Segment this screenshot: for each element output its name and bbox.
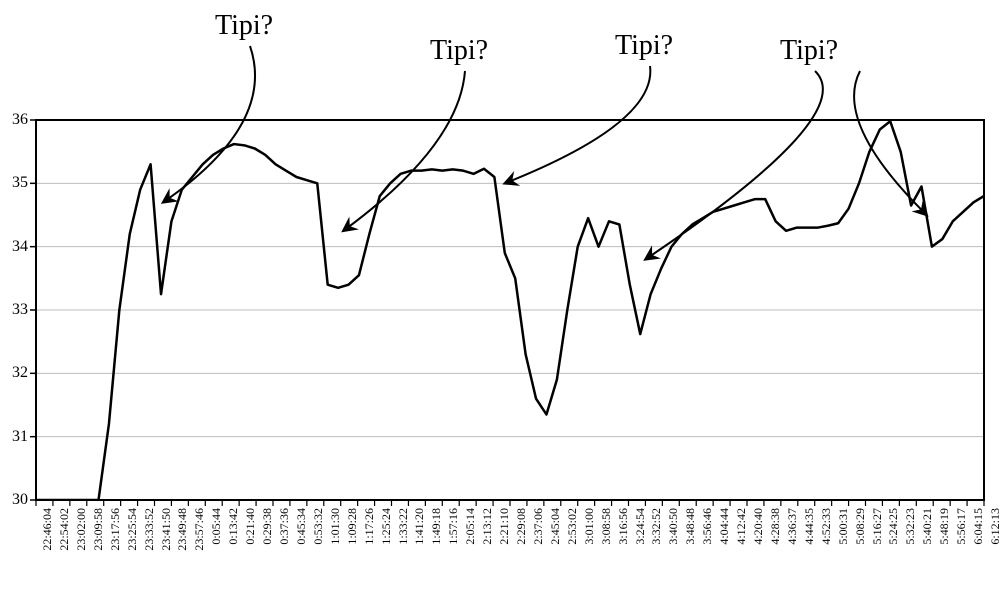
x-tick-label: 0:37:36 xyxy=(277,508,292,545)
x-tick-label: 2:45:04 xyxy=(548,508,563,545)
x-tick-label: 3:16:56 xyxy=(616,508,631,545)
y-tick-label: 35 xyxy=(0,174,28,192)
x-tick-label: 2:13:12 xyxy=(480,508,495,545)
x-tick-label: 4:36:37 xyxy=(785,508,800,545)
x-tick-label: 5:00:31 xyxy=(836,508,851,545)
x-tick-label: 2:29:08 xyxy=(514,508,529,545)
x-tick-label: 4:52:33 xyxy=(819,508,834,545)
x-tick-label: 5:56:17 xyxy=(954,508,969,545)
x-tick-label: 0:29:38 xyxy=(260,508,275,545)
x-tick-label: 1:49:18 xyxy=(429,508,444,545)
x-tick-label: 1:57:16 xyxy=(446,508,461,545)
x-tick-label: 3:40:50 xyxy=(666,508,681,545)
y-tick-label: 31 xyxy=(0,428,28,446)
x-tick-label: 23:09:58 xyxy=(91,508,106,551)
x-tick-label: 2:53:02 xyxy=(565,508,580,545)
x-tick-label: 23:33:52 xyxy=(142,508,157,551)
x-tick-label: 5:48:19 xyxy=(937,508,952,545)
x-tick-label: 6:04:15 xyxy=(971,508,986,545)
line-chart xyxy=(0,0,1000,585)
chart-svg xyxy=(0,0,1000,585)
annotation-label: Tipi? xyxy=(215,10,273,42)
x-tick-label: 5:16:27 xyxy=(870,508,885,545)
x-tick-label: 5:32:23 xyxy=(903,508,918,545)
x-tick-label: 1:17:26 xyxy=(362,508,377,545)
x-tick-label: 23:57:46 xyxy=(192,508,207,551)
annotation-label: Tipi? xyxy=(615,30,673,62)
x-tick-label: 4:12:42 xyxy=(734,508,749,545)
x-tick-label: 23:41:50 xyxy=(159,508,174,551)
y-tick-label: 33 xyxy=(0,301,28,319)
y-tick-label: 34 xyxy=(0,238,28,256)
x-tick-label: 0:53:32 xyxy=(311,508,326,545)
x-tick-label: 3:56:46 xyxy=(700,508,715,545)
x-tick-label: 1:09:28 xyxy=(345,508,360,545)
x-tick-label: 23:49:48 xyxy=(175,508,190,551)
x-tick-label: 23:25:54 xyxy=(125,508,140,551)
x-tick-label: 6:12:13 xyxy=(988,508,1000,545)
y-tick-label: 30 xyxy=(0,491,28,509)
annotation-label: Tipi? xyxy=(430,35,488,67)
x-tick-label: 23:17:56 xyxy=(108,508,123,551)
x-tick-label: 0:21:40 xyxy=(243,508,258,545)
x-tick-label: 1:01:30 xyxy=(328,508,343,545)
x-tick-label: 22:54:02 xyxy=(57,508,72,551)
x-tick-label: 22:46:04 xyxy=(40,508,55,551)
x-tick-label: 5:08:29 xyxy=(853,508,868,545)
x-tick-label: 3:48:48 xyxy=(683,508,698,545)
x-tick-label: 4:04:44 xyxy=(717,508,732,545)
x-tick-label: 3:32:52 xyxy=(649,508,664,545)
x-tick-label: 4:28:38 xyxy=(768,508,783,545)
y-tick-label: 32 xyxy=(0,364,28,382)
x-tick-label: 2:37:06 xyxy=(531,508,546,545)
y-tick-label: 36 xyxy=(0,111,28,129)
x-tick-label: 0:45:34 xyxy=(294,508,309,545)
x-tick-label: 23:02:00 xyxy=(74,508,89,551)
x-tick-label: 1:41:20 xyxy=(412,508,427,545)
annotation-label: Tipi? xyxy=(780,35,838,67)
x-tick-label: 2:21:10 xyxy=(497,508,512,545)
x-tick-label: 3:01:00 xyxy=(582,508,597,545)
x-tick-label: 5:24:25 xyxy=(886,508,901,545)
x-tick-label: 3:08:58 xyxy=(599,508,614,545)
x-tick-label: 1:33:22 xyxy=(396,508,411,545)
x-tick-label: 4:20:40 xyxy=(751,508,766,545)
x-tick-label: 4:44:35 xyxy=(802,508,817,545)
x-tick-label: 0:13:42 xyxy=(226,508,241,545)
x-tick-label: 2:05:14 xyxy=(463,508,478,545)
x-tick-label: 0:05:44 xyxy=(209,508,224,545)
x-tick-label: 5:40:21 xyxy=(920,508,935,545)
x-tick-label: 1:25:24 xyxy=(379,508,394,545)
x-tick-label: 3:24:54 xyxy=(633,508,648,545)
